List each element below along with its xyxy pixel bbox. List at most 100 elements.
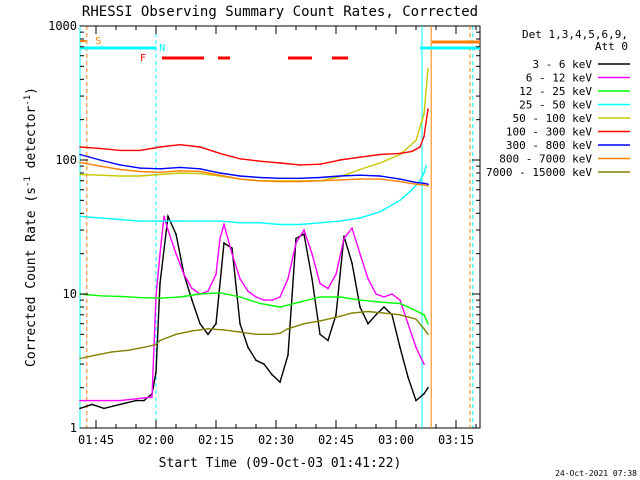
data-point — [423, 393, 425, 395]
data-point — [319, 282, 321, 285]
data-point — [219, 237, 221, 240]
data-point — [219, 174, 221, 176]
data-point — [247, 346, 249, 349]
legend-item-label: 6 - 12 keV — [526, 72, 593, 85]
data-point — [239, 178, 241, 180]
data-point — [411, 150, 413, 153]
data-point — [375, 293, 377, 295]
data-point — [279, 180, 281, 183]
data-point — [103, 407, 105, 410]
x-tick-label: 03:15 — [438, 433, 474, 447]
y-axis-label: Corrected Count Rate (s-1 detector-1) — [23, 87, 39, 367]
data-point — [279, 162, 281, 164]
data-point — [299, 164, 301, 166]
data-point — [139, 175, 141, 177]
data-point — [407, 322, 409, 325]
data-point — [223, 223, 225, 226]
data-point — [79, 399, 81, 402]
data-point — [399, 178, 401, 180]
axes-group: 1 10 100 1000 01:45 02:00 02:15 02:30 02:45 03:00… — [48, 19, 480, 447]
data-point — [159, 339, 161, 342]
data-point — [175, 333, 177, 336]
data-point — [99, 295, 101, 297]
data-point — [299, 180, 301, 183]
data-point — [159, 173, 161, 176]
x-tick-label: 02:15 — [198, 433, 234, 447]
data-point — [359, 306, 361, 308]
data-point — [79, 357, 81, 360]
data-point — [359, 156, 361, 158]
data-point — [259, 180, 261, 182]
data-point — [259, 302, 261, 305]
data-point — [135, 399, 137, 402]
data-point — [143, 399, 145, 402]
data-point — [111, 351, 113, 353]
data-point — [119, 175, 121, 177]
x-tick-label: 02:00 — [138, 433, 174, 447]
data-point — [231, 252, 233, 255]
data-point — [427, 333, 429, 336]
data-point — [335, 316, 337, 319]
data-point — [423, 172, 425, 174]
data-point — [99, 165, 101, 167]
data-point — [99, 147, 101, 150]
data-point — [163, 215, 165, 218]
x-axis-label: Start Time (09-Oct-03 01:41:22) — [159, 456, 402, 471]
data-point — [239, 222, 241, 224]
data-point — [119, 149, 121, 152]
footer-timestamp: 24-Oct-2021 07:38 — [555, 469, 637, 478]
data-point — [255, 359, 257, 362]
data-point — [119, 168, 121, 171]
data-point — [415, 139, 417, 142]
x-tick-label: 01:45 — [78, 433, 114, 447]
legend-item-label: 300 - 800 keV — [506, 139, 592, 152]
flare-flag-label: F — [140, 53, 146, 64]
data-point — [359, 299, 361, 301]
data-point — [179, 296, 181, 298]
data-point — [319, 163, 321, 165]
data-point — [199, 220, 201, 222]
data-point — [335, 314, 337, 316]
legend-header-detectors: Det 1,3,4,5,6,9, — [522, 28, 628, 41]
data-point — [359, 252, 361, 255]
data-point — [299, 223, 301, 226]
series-line — [79, 310, 429, 360]
series-line — [80, 216, 425, 402]
data-point — [279, 296, 281, 298]
legend-header-attenuator: Att 0 — [595, 40, 628, 53]
data-point — [143, 346, 145, 349]
data-point — [351, 227, 353, 229]
data-point — [399, 152, 401, 155]
data-point — [215, 273, 217, 276]
data-point — [79, 153, 81, 156]
data-point — [159, 171, 161, 174]
data-point — [339, 179, 341, 181]
data-point — [175, 233, 177, 235]
data-point — [415, 181, 417, 184]
data-point — [155, 295, 157, 298]
legend-item-label: 3 - 6 keV — [532, 58, 592, 71]
legend-item-label: 7000 - 15000 keV — [486, 166, 592, 179]
data-point — [79, 161, 81, 164]
data-point — [379, 153, 381, 156]
data-point — [331, 161, 333, 163]
y-tick-label: 100 — [55, 153, 77, 167]
data-point — [327, 339, 329, 342]
data-point — [279, 381, 281, 383]
data-point — [239, 175, 241, 177]
data-point — [379, 301, 381, 303]
data-point — [359, 174, 361, 176]
data-point — [399, 346, 401, 349]
y-axis-label-main: Corrected Count Rate (s — [24, 187, 39, 367]
data-point — [219, 292, 221, 294]
data-point — [423, 182, 425, 185]
data-point — [223, 242, 225, 244]
data-point — [287, 328, 289, 330]
data-point — [319, 296, 321, 298]
data-point — [287, 277, 289, 280]
data-point — [415, 346, 417, 349]
data-point — [99, 174, 101, 176]
data-point — [159, 282, 161, 285]
data-point — [151, 396, 153, 398]
